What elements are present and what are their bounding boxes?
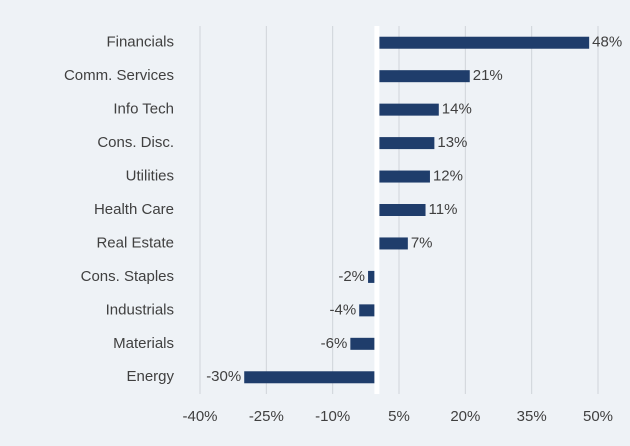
bar — [350, 337, 377, 350]
y-tick-label: Health Care — [94, 201, 174, 218]
data-label: 11% — [429, 201, 458, 218]
y-tick-label: Info Tech — [113, 101, 174, 118]
y-tick-label: Comm. Services — [64, 67, 174, 84]
y-tick-label: Industrials — [106, 301, 174, 318]
data-label: 48% — [592, 34, 622, 51]
data-label: -4% — [330, 301, 357, 318]
y-tick-label: Materials — [113, 335, 174, 352]
data-label: 14% — [442, 101, 472, 118]
x-tick-label: 5% — [388, 408, 410, 425]
bar — [376, 170, 430, 183]
data-label: -30% — [206, 368, 241, 385]
x-tick-label: -25% — [249, 408, 284, 425]
x-tick-label: 50% — [583, 408, 613, 425]
bar — [376, 137, 435, 150]
bar — [376, 237, 408, 250]
x-tick-label: -40% — [182, 408, 217, 425]
y-tick-label: Financials — [106, 34, 174, 51]
bar — [376, 103, 439, 116]
data-label: 12% — [433, 168, 463, 185]
data-label: 13% — [437, 134, 467, 151]
y-tick-label: Real Estate — [96, 234, 174, 251]
data-label: -6% — [321, 335, 348, 352]
bar — [376, 70, 470, 83]
bar — [244, 371, 377, 384]
data-label: 21% — [473, 67, 503, 84]
bar — [376, 36, 590, 49]
bar — [376, 204, 426, 216]
y-tick-label: Utilities — [126, 168, 174, 185]
bar — [368, 270, 377, 283]
x-tick-label: -10% — [315, 408, 350, 425]
data-label: -2% — [338, 268, 365, 285]
y-tick-label: Energy — [126, 368, 174, 385]
y-tick-label: Cons. Disc. — [97, 134, 174, 151]
data-label: 7% — [411, 234, 433, 251]
x-tick-label: 35% — [517, 408, 547, 425]
x-tick-label: 20% — [450, 408, 480, 425]
y-tick-label: Cons. Staples — [81, 268, 174, 285]
bar — [359, 304, 377, 317]
